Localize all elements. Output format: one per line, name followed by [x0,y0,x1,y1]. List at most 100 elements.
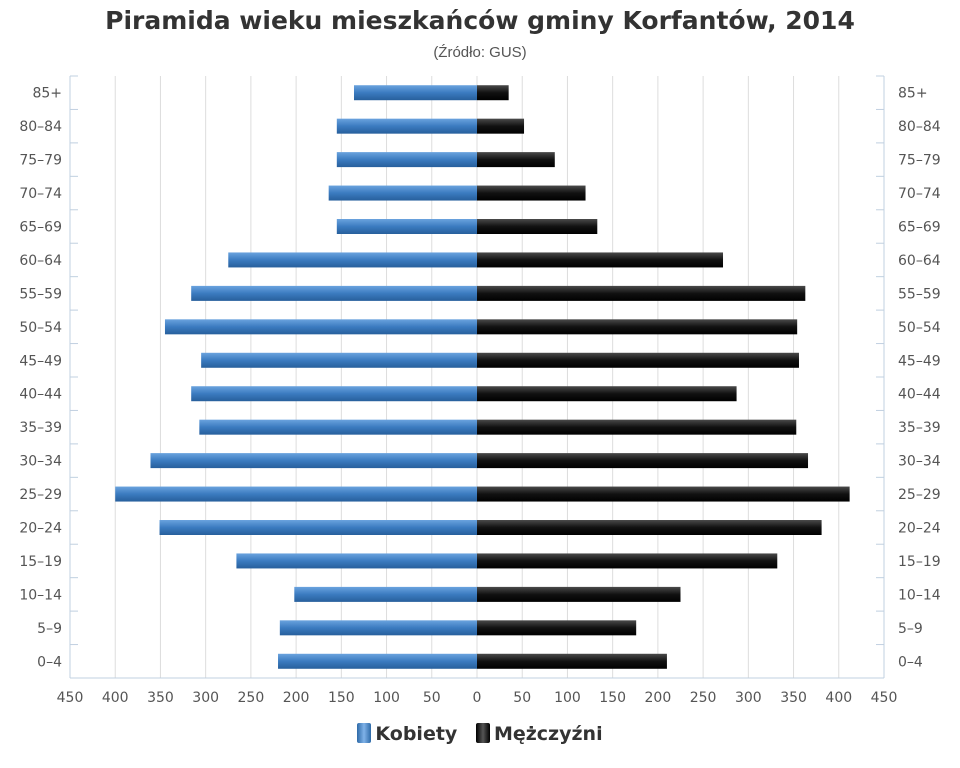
y-tick-label-left: 35–39 [19,420,62,436]
y-tick-label-left: 50–54 [19,320,62,336]
x-tick-label: 350 [147,690,174,706]
x-tick-label: 200 [645,690,672,706]
y-tick-label-left: 25–29 [19,487,62,503]
y-tick-label-right: 45–49 [898,353,941,369]
y-tick-label-right: 30–34 [898,454,941,470]
y-tick-label-left: 65–69 [19,220,62,236]
bar-women[interactable] [328,185,477,201]
y-tick-label-right: 75–79 [898,153,941,169]
x-tick-label: 100 [554,690,581,706]
y-tick-label-left: 15–19 [19,554,62,570]
x-tick-label: 400 [102,690,129,706]
y-tick-label-right: 40–44 [898,387,941,403]
y-tick-label-left: 30–34 [19,454,62,470]
bar-men[interactable] [477,653,667,669]
bar-women[interactable] [199,419,477,435]
y-tick-label-right: 55–59 [898,286,941,302]
x-tick-label: 300 [735,690,762,706]
x-tick-label: 450 [871,690,898,706]
y-tick-label-left: 40–44 [19,387,62,403]
bar-women[interactable] [150,453,478,469]
bar-women[interactable] [164,319,477,335]
x-tick-label: 150 [328,690,355,706]
x-tick-label: 50 [513,690,531,706]
y-tick-label-left: 45–49 [19,353,62,369]
legend-swatch-women [357,722,372,743]
bar-men[interactable] [477,219,598,234]
bar-women[interactable] [336,152,477,168]
bar-women[interactable] [336,118,477,134]
bar-men[interactable] [477,419,797,435]
x-tick-label: 450 [57,690,84,706]
legend-swatch-men [475,722,490,743]
bar-men[interactable] [477,85,509,101]
legend-item-men[interactable]: Mężczyźni [475,722,603,745]
chart-subtitle: (Źródło: GUS) [433,44,527,61]
bar-women[interactable] [278,653,477,669]
bar-men[interactable] [477,352,799,368]
y-tick-label-left: 0–4 [37,654,62,670]
bar-women[interactable] [191,285,477,301]
bar-women[interactable] [236,553,477,569]
bar-women[interactable] [201,352,477,368]
y-tick-label-right: 10–14 [898,587,941,603]
y-tick-label-left: 70–74 [19,186,62,202]
bar-men[interactable] [477,118,525,134]
bar-men[interactable] [477,453,809,469]
bar-men[interactable] [477,285,806,301]
bar-women[interactable] [353,85,477,101]
y-tick-label-right: 15–19 [898,554,941,570]
y-tick-label-right: 25–29 [898,487,941,503]
y-tick-label-left: 80–84 [19,119,62,135]
bar-women[interactable] [191,386,477,402]
y-tick-label-right: 65–69 [898,220,941,236]
y-tick-label-right: 60–64 [898,253,941,269]
y-tick-label-right: 85+ [898,86,928,102]
y-tick-label-left: 75–79 [19,153,62,169]
y-tick-label-right: 70–74 [898,186,941,202]
bar-men[interactable] [477,252,724,268]
tick-labels: 450 400 350 300 250 200 150 100 50 0 50 100 150 200 25… [19,86,940,706]
x-tick-label: 250 [690,690,717,706]
bars [115,85,850,669]
bar-women[interactable] [228,252,477,268]
y-tick-label-right: 80–84 [898,119,941,135]
bar-women[interactable] [294,586,477,602]
axes [69,75,885,679]
x-tick-label: 400 [825,690,852,706]
x-tick-label: 150 [599,690,626,706]
x-tick-label: 350 [780,690,807,706]
bar-men[interactable] [477,152,555,168]
y-tick-label-right: 35–39 [898,420,941,436]
bar-women[interactable] [336,219,477,234]
y-tick-label-left: 20–24 [19,521,62,537]
y-tick-label-right: 50–54 [898,320,941,336]
legend-label-men: Mężczyźni [493,722,603,745]
bar-men[interactable] [477,620,637,636]
bar-men[interactable] [477,185,586,201]
y-tick-label-right: 20–24 [898,521,941,537]
bar-men[interactable] [477,586,681,602]
bar-men[interactable] [477,553,778,569]
y-tick-label-left: 85+ [32,86,62,102]
bar-men[interactable] [477,386,737,402]
legend: Kobiety Mężczyźni [0,722,960,745]
bar-men[interactable] [477,319,798,335]
y-tick-label-right: 5–9 [898,621,923,637]
x-tick-label: 0 [473,690,482,706]
x-tick-label: 300 [192,690,219,706]
x-tick-label: 50 [423,690,441,706]
x-tick-label: 200 [283,690,310,706]
legend-item-women[interactable]: Kobiety [357,722,457,745]
chart-title: Piramida wieku mieszkańców gminy Korfant… [105,6,855,35]
x-tick-label: 250 [238,690,265,706]
y-tick-label-left: 5–9 [37,621,62,637]
bar-men[interactable] [477,520,822,535]
bar-women[interactable] [159,520,478,535]
bar-women[interactable] [279,620,477,636]
x-tick-label: 100 [373,690,400,706]
bar-women[interactable] [115,486,477,502]
bar-men[interactable] [477,486,850,502]
y-tick-label-right: 0–4 [898,654,923,670]
